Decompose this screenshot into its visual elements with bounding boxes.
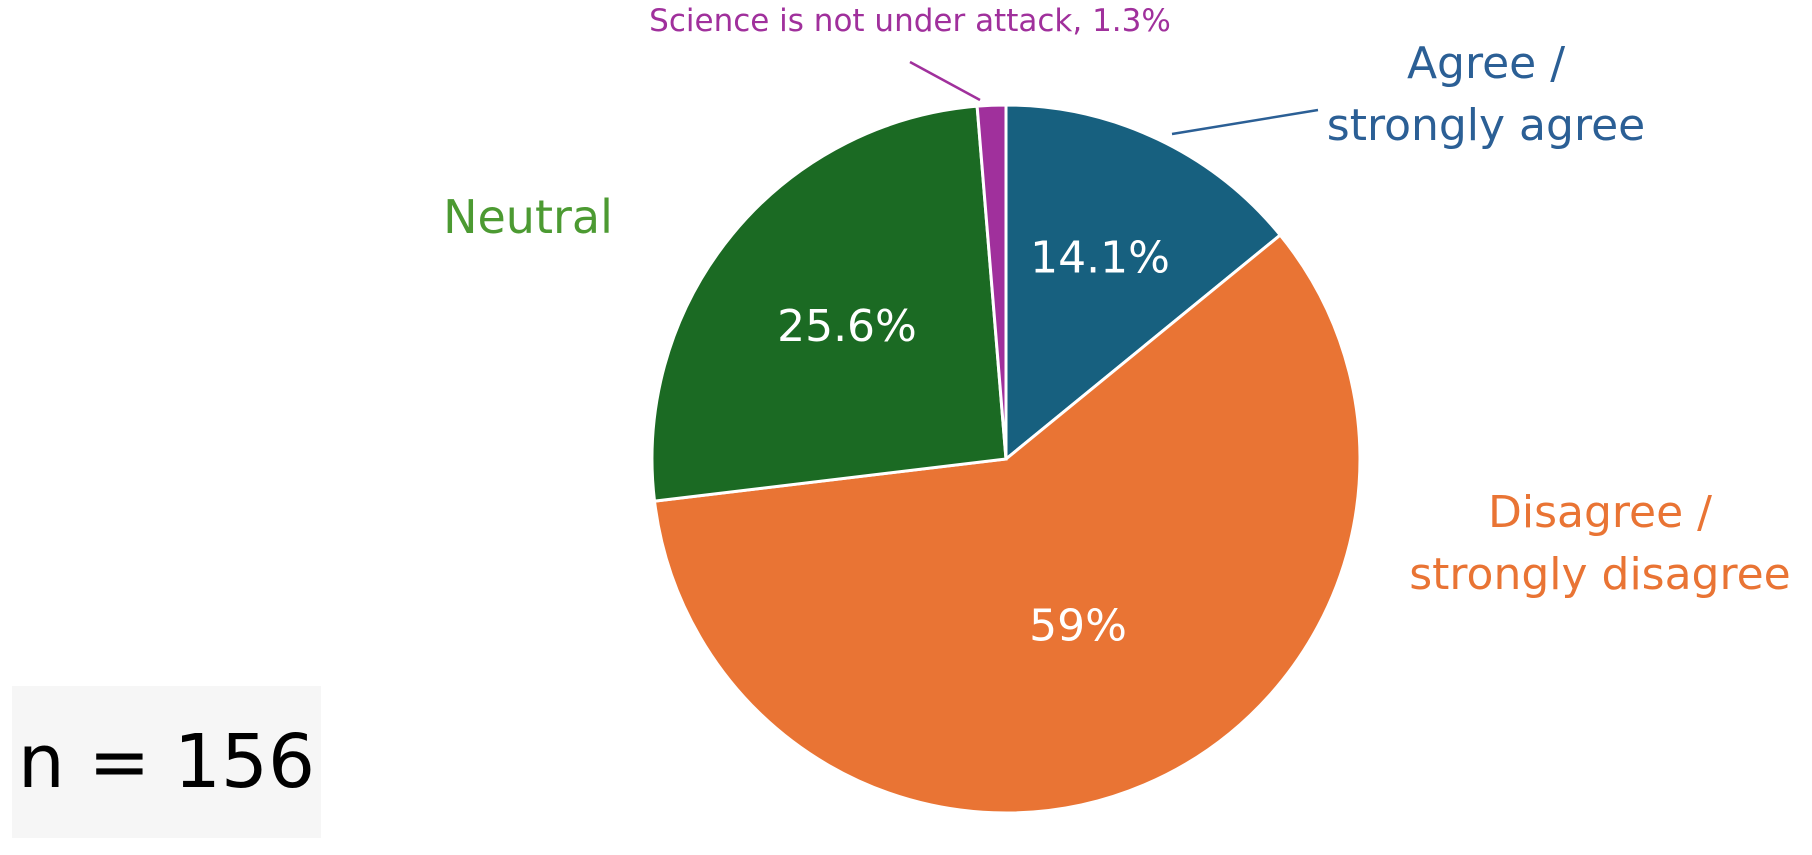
leader-line-4 — [909, 60, 981, 102]
category-label-3: Neutral — [443, 190, 613, 244]
pie-slice-4 — [975, 103, 1008, 460]
pie-slice-3 — [650, 104, 1008, 503]
category-label-1: Agree / strongly agree — [1327, 38, 1645, 151]
value-label-2: 59% — [1029, 600, 1127, 651]
sample-size-label: n = 156 — [17, 719, 316, 805]
pie-slice-2 — [652, 232, 1362, 815]
leader-line-1 — [1171, 108, 1319, 136]
value-label-1: 14.1% — [1030, 233, 1170, 284]
category-label-4: Science is not under attack, 1.3% — [649, 3, 1171, 39]
category-label-2: Disagree / strongly disagree — [1409, 487, 1791, 600]
pie-slices — [650, 103, 1362, 815]
pie-slice-1 — [1004, 103, 1283, 463]
leader-lines — [909, 60, 1319, 136]
value-labels: 14.1% 59% 25.6% — [777, 233, 1170, 652]
sample-size-box: n = 156 — [12, 686, 321, 838]
category-labels: Agree / strongly agree Disagree / strongly … — [443, 3, 1791, 600]
value-label-3: 25.6% — [777, 301, 917, 352]
